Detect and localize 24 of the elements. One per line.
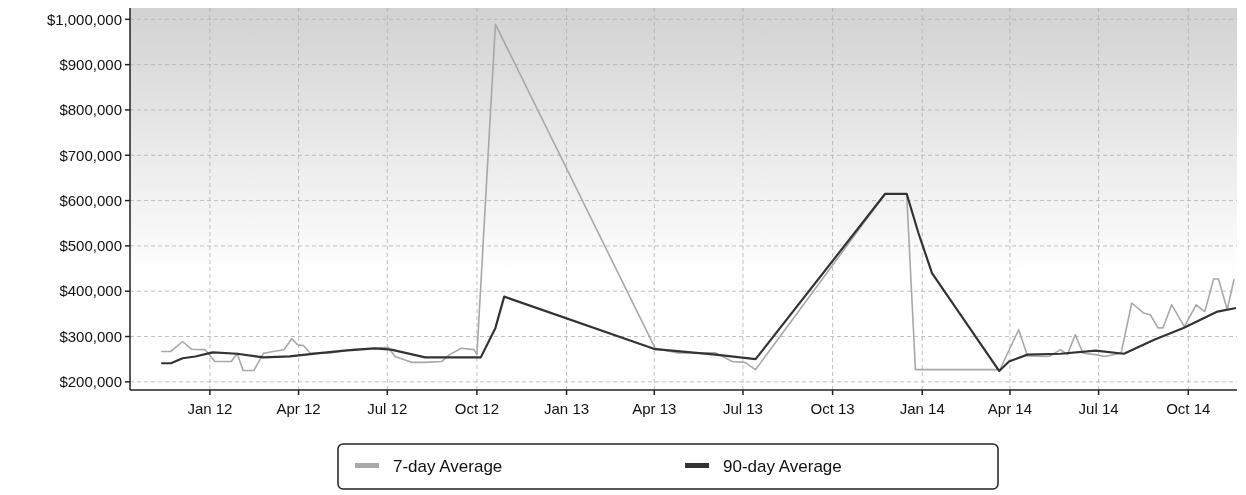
x-tick-label: Apr 14 [987,400,1033,417]
x-tick-label: Jan 14 [899,400,945,417]
y-tick-label: $200,000 [59,373,122,391]
x-tick-label: Jan 12 [187,400,233,417]
y-tick-label: $500,000 [59,237,122,255]
x-tick-label: Oct 12 [454,400,500,417]
y-tick-label: $800,000 [59,101,122,119]
x-tick-label: Oct 14 [1166,400,1211,417]
x-tick-label: Jul 14 [1078,400,1119,417]
x-tick-label: Apr 12 [276,400,321,417]
x-tick-label: Jul 12 [367,400,408,417]
x-tick-label: Oct 13 [810,400,855,417]
y-tick-label: $300,000 [59,327,122,345]
x-tick-label: Apr 13 [632,400,677,417]
y-tick-label: $600,000 [59,191,122,209]
y-tick-label: $1,000,000 [46,10,122,28]
legend-label: 90-day Average [723,456,842,476]
line-series [160,192,1238,373]
x-tick-label: Jan 13 [544,400,590,417]
y-tick-label: $900,000 [59,55,122,73]
y-tick-label: $700,000 [59,146,122,164]
legend-label: 7-day Average [393,456,503,476]
y-tick-label: $400,000 [59,282,122,300]
x-tick-label: Jul 13 [722,400,763,417]
